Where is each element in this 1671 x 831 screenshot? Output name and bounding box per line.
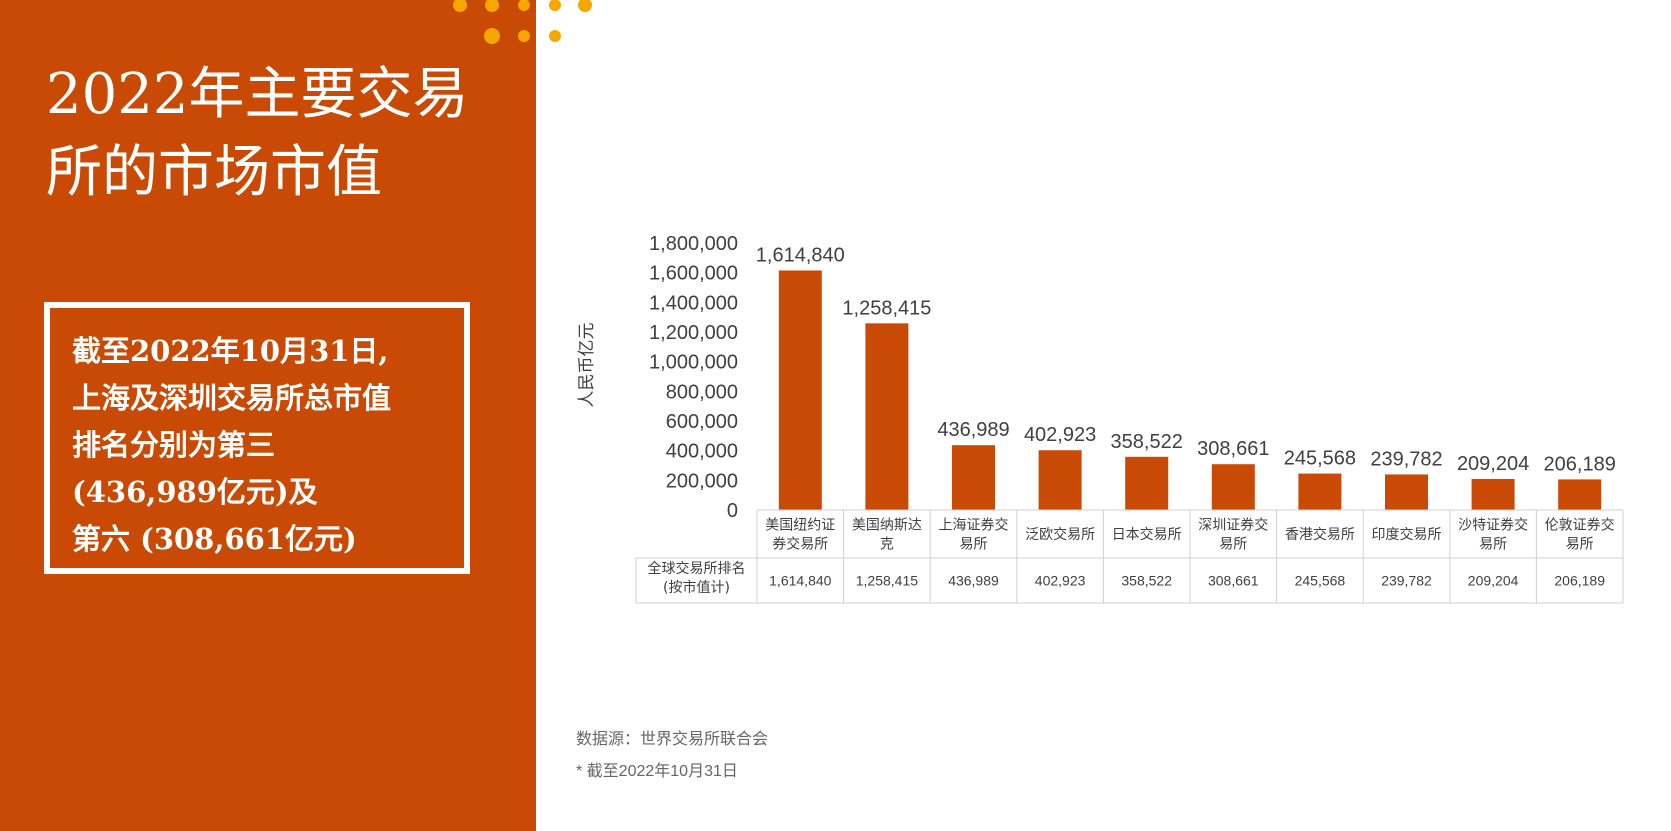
bar-value-label: 1,614,840 <box>756 244 845 266</box>
y-tick-label: 1,400,000 <box>649 292 738 314</box>
table-value-cell: 358,522 <box>1121 573 1172 589</box>
decorative-dot <box>484 28 500 44</box>
decorative-dot <box>549 0 561 11</box>
page-title: 2022年主要交易 所的市场市值 <box>46 56 526 212</box>
table-row-header: (按市值计) <box>663 579 730 596</box>
table-value-cell: 402,923 <box>1035 573 1086 589</box>
x-category-label: 泛欧交易所 <box>1025 526 1095 543</box>
callout-line-2: 上海及深圳交易所总市值 <box>72 381 392 415</box>
callout-line-3: 排名分别为第三 <box>72 428 276 462</box>
source-note: 数据源：世界交易所联合会 <box>576 731 769 748</box>
x-category-label: 易所 <box>1566 537 1594 553</box>
y-tick-label: 1,200,000 <box>649 322 738 344</box>
x-category-label: 印度交易所 <box>1372 526 1442 543</box>
table-value-cell: 239,782 <box>1381 573 1432 589</box>
x-category-label: 伦敦证券交 <box>1545 517 1615 534</box>
x-category-label: 易所 <box>1479 537 1507 553</box>
source-notes: 数据源：世界交易所联合会 * 截至2022年10月31日 <box>576 724 768 788</box>
x-category-label: 易所 <box>1219 537 1247 553</box>
table-row-header: 全球交易所排名 <box>648 560 746 577</box>
decorative-dot <box>578 0 592 12</box>
y-tick-label: 0 <box>727 500 738 522</box>
callout-line-1: 截至2022年10月31日, <box>72 334 389 368</box>
decorative-dots <box>453 0 592 44</box>
y-tick-label: 1,000,000 <box>649 352 738 374</box>
decorative-dot <box>518 30 530 42</box>
decorative-dot <box>453 0 467 12</box>
decorative-dot <box>485 0 499 12</box>
table-value-cell: 1,258,415 <box>856 573 918 589</box>
y-tick-label: 800,000 <box>666 381 738 403</box>
y-tick-label: 200,000 <box>666 470 738 492</box>
bar-value-label: 239,782 <box>1370 448 1442 470</box>
bar-value-label: 358,522 <box>1111 431 1183 453</box>
x-category-label: 美国纳斯达 <box>852 518 922 534</box>
decorative-dot <box>518 0 530 11</box>
bar <box>1038 450 1082 510</box>
y-tick-label: 600,000 <box>666 411 738 433</box>
date-note: * 截至2022年10月31日 <box>576 763 738 780</box>
bar <box>865 323 909 510</box>
x-category-label: 沙特证券交 <box>1458 517 1528 534</box>
x-category-label: 香港交易所 <box>1285 526 1355 543</box>
title-line-2: 所的市场市值 <box>46 140 382 205</box>
bar-value-label: 402,923 <box>1024 424 1096 446</box>
highlight-callout: 截至2022年10月31日, 上海及深圳交易所总市值 排名分别为第三 (436,… <box>44 302 470 574</box>
bar-value-label: 1,258,415 <box>842 297 931 319</box>
bar <box>1385 474 1428 510</box>
title-panel <box>0 0 536 831</box>
x-category-label: 易所 <box>960 537 988 553</box>
x-category-label: 克 <box>880 537 894 553</box>
x-category-label: 美国纽约证 <box>765 518 835 534</box>
title-line-1: 2022年主要交易 <box>46 62 469 127</box>
x-category-label: 上海证券交 <box>939 517 1009 534</box>
bar-value-label: 245,568 <box>1284 448 1356 470</box>
bar-value-label: 206,189 <box>1544 453 1616 475</box>
decorative-dot <box>549 30 561 42</box>
table-value-cell: 245,568 <box>1295 573 1346 589</box>
x-category-label: 券交易所 <box>772 536 828 553</box>
bar-value-label: 308,661 <box>1197 438 1269 460</box>
y-axis-label: 人民币亿元 <box>577 323 597 408</box>
table-value-cell: 1,614,840 <box>769 573 831 589</box>
bar <box>952 445 995 510</box>
x-category-label: 深圳证券交 <box>1198 517 1268 534</box>
bar <box>1298 473 1342 510</box>
callout-line-5: 第六 (308,661亿元) <box>72 522 357 556</box>
bar <box>1125 456 1169 510</box>
y-tick-label: 400,000 <box>666 441 738 463</box>
y-tick-label: 1,600,000 <box>649 263 738 285</box>
x-category-label: 日本交易所 <box>1112 526 1182 543</box>
table-value-cell: 206,189 <box>1554 573 1605 589</box>
bar-value-label: 436,989 <box>937 419 1009 441</box>
bar-value-label: 209,204 <box>1457 453 1529 475</box>
bar <box>778 270 822 510</box>
table-value-cell: 209,204 <box>1468 573 1519 589</box>
bar <box>1211 464 1255 510</box>
table-value-cell: 308,661 <box>1208 573 1259 589</box>
table-value-cell: 436,989 <box>948 573 999 589</box>
callout-line-4: (436,989亿元)及 <box>72 475 318 509</box>
bar <box>1558 479 1602 510</box>
y-tick-label: 1,800,000 <box>649 233 738 255</box>
bar <box>1471 478 1515 510</box>
